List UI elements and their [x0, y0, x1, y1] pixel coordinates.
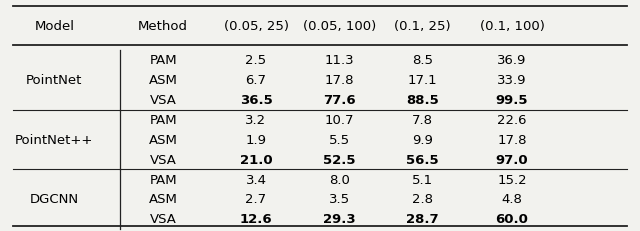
Text: 7.8: 7.8	[412, 113, 433, 126]
Text: 12.6: 12.6	[240, 212, 272, 225]
Text: 97.0: 97.0	[496, 153, 528, 166]
Text: 17.1: 17.1	[408, 74, 437, 87]
Text: 36.9: 36.9	[497, 54, 527, 67]
Text: PointNet++: PointNet++	[15, 133, 93, 146]
Text: 33.9: 33.9	[497, 74, 527, 87]
Text: 88.5: 88.5	[406, 94, 439, 107]
Text: 11.3: 11.3	[324, 54, 354, 67]
Text: 5.5: 5.5	[328, 133, 350, 146]
Text: 60.0: 60.0	[495, 212, 529, 225]
Text: 10.7: 10.7	[324, 113, 354, 126]
Text: PAM: PAM	[149, 113, 177, 126]
Text: 3.2: 3.2	[245, 113, 267, 126]
Text: 2.7: 2.7	[245, 193, 267, 206]
Text: DGCNN: DGCNN	[30, 193, 79, 206]
Text: (0.1, 100): (0.1, 100)	[479, 20, 545, 33]
Text: 15.2: 15.2	[497, 173, 527, 186]
Text: 17.8: 17.8	[497, 133, 527, 146]
Text: 2.8: 2.8	[412, 193, 433, 206]
Text: 8.5: 8.5	[412, 54, 433, 67]
Text: 56.5: 56.5	[406, 153, 438, 166]
Text: 2.5: 2.5	[245, 54, 267, 67]
Text: 17.8: 17.8	[324, 74, 354, 87]
Text: ASM: ASM	[148, 133, 178, 146]
Text: Model: Model	[35, 20, 74, 33]
Text: ASM: ASM	[148, 74, 178, 87]
Text: 21.0: 21.0	[240, 153, 272, 166]
Text: VSA: VSA	[150, 153, 177, 166]
Text: VSA: VSA	[150, 212, 177, 225]
Text: 3.5: 3.5	[328, 193, 350, 206]
Text: 28.7: 28.7	[406, 212, 438, 225]
Text: 22.6: 22.6	[497, 113, 527, 126]
Text: PAM: PAM	[149, 54, 177, 67]
Text: 6.7: 6.7	[246, 74, 266, 87]
Text: 4.8: 4.8	[502, 193, 522, 206]
Text: (0.05, 100): (0.05, 100)	[303, 20, 376, 33]
Text: VSA: VSA	[150, 94, 177, 107]
Text: ASM: ASM	[148, 193, 178, 206]
Text: PAM: PAM	[149, 173, 177, 186]
Text: 9.9: 9.9	[412, 133, 433, 146]
Text: (0.1, 25): (0.1, 25)	[394, 20, 451, 33]
Text: PointNet: PointNet	[26, 74, 83, 87]
Text: (0.05, 25): (0.05, 25)	[223, 20, 289, 33]
Text: 29.3: 29.3	[323, 212, 355, 225]
Text: 52.5: 52.5	[323, 153, 355, 166]
Text: 5.1: 5.1	[412, 173, 433, 186]
Text: 1.9: 1.9	[246, 133, 266, 146]
Text: Method: Method	[138, 20, 188, 33]
Text: 8.0: 8.0	[329, 173, 349, 186]
Text: 99.5: 99.5	[496, 94, 528, 107]
Text: 36.5: 36.5	[239, 94, 273, 107]
Text: 3.4: 3.4	[246, 173, 266, 186]
Text: 77.6: 77.6	[323, 94, 355, 107]
